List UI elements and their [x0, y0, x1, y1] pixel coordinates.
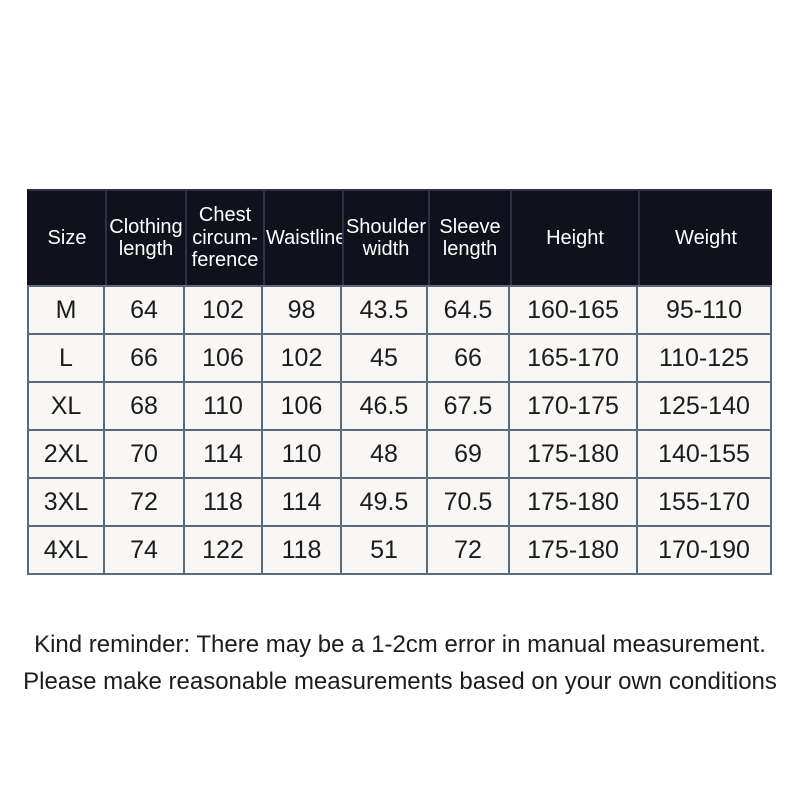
cell: 110 [263, 431, 342, 479]
cell: 175-180 [510, 431, 638, 479]
cell: 66 [105, 335, 185, 383]
table-row: M 64 102 98 43.5 64.5 160-165 95-110 [27, 285, 772, 335]
cell: 70 [105, 431, 185, 479]
size-cell: L [27, 335, 105, 383]
cell: 106 [185, 335, 263, 383]
col-header-size: Size [27, 189, 105, 285]
table-row: 2XL 70 114 110 48 69 175-180 140-155 [27, 431, 772, 479]
cell: 170-175 [510, 383, 638, 431]
cell: 155-170 [638, 479, 772, 527]
cell: 64.5 [428, 285, 510, 335]
cell: 125-140 [638, 383, 772, 431]
cell: 45 [342, 335, 428, 383]
cell: 102 [263, 335, 342, 383]
size-chart-table: Size Clothing length Chest circum-ferenc… [27, 189, 772, 575]
cell: 175-180 [510, 527, 638, 575]
size-cell: M [27, 285, 105, 335]
footer-line-1: Kind reminder: There may be a 1-2cm erro… [34, 631, 766, 658]
cell: 114 [185, 431, 263, 479]
cell: 175-180 [510, 479, 638, 527]
cell: 70.5 [428, 479, 510, 527]
cell: 69 [428, 431, 510, 479]
size-cell: 2XL [27, 431, 105, 479]
col-header-sleeve-length: Sleeve length [428, 189, 510, 285]
cell: 72 [428, 527, 510, 575]
cell: 95-110 [638, 285, 772, 335]
cell: 118 [263, 527, 342, 575]
cell: 110-125 [638, 335, 772, 383]
footer-line-2: Please make reasonable measurements base… [23, 668, 777, 695]
col-header-chest-circumference: Chest circum-ference [185, 189, 263, 285]
cell: 49.5 [342, 479, 428, 527]
col-header-height: Height [510, 189, 638, 285]
table-header-row: Size Clothing length Chest circum-ferenc… [27, 189, 772, 285]
cell: 66 [428, 335, 510, 383]
cell: 46.5 [342, 383, 428, 431]
cell: 122 [185, 527, 263, 575]
cell: 110 [185, 383, 263, 431]
size-cell: 3XL [27, 479, 105, 527]
cell: 106 [263, 383, 342, 431]
cell: 170-190 [638, 527, 772, 575]
cell: 140-155 [638, 431, 772, 479]
footer-note: Kind reminder: There may be a 1-2cm erro… [0, 626, 800, 700]
table-row: 4XL 74 122 118 51 72 175-180 170-190 [27, 527, 772, 575]
col-header-weight: Weight [638, 189, 772, 285]
cell: 72 [105, 479, 185, 527]
cell: 114 [263, 479, 342, 527]
size-cell: XL [27, 383, 105, 431]
table-row: 3XL 72 118 114 49.5 70.5 175-180 155-170 [27, 479, 772, 527]
col-header-waistline: Waistline [263, 189, 342, 285]
col-header-clothing-length: Clothing length [105, 189, 185, 285]
cell: 102 [185, 285, 263, 335]
cell: 68 [105, 383, 185, 431]
table-row: L 66 106 102 45 66 165-170 110-125 [27, 335, 772, 383]
col-header-shoulder-width: Shoulder width [342, 189, 428, 285]
cell: 51 [342, 527, 428, 575]
cell: 43.5 [342, 285, 428, 335]
cell: 74 [105, 527, 185, 575]
cell: 64 [105, 285, 185, 335]
cell: 48 [342, 431, 428, 479]
cell: 165-170 [510, 335, 638, 383]
cell: 160-165 [510, 285, 638, 335]
cell: 67.5 [428, 383, 510, 431]
table-row: XL 68 110 106 46.5 67.5 170-175 125-140 [27, 383, 772, 431]
size-cell: 4XL [27, 527, 105, 575]
cell: 98 [263, 285, 342, 335]
cell: 118 [185, 479, 263, 527]
